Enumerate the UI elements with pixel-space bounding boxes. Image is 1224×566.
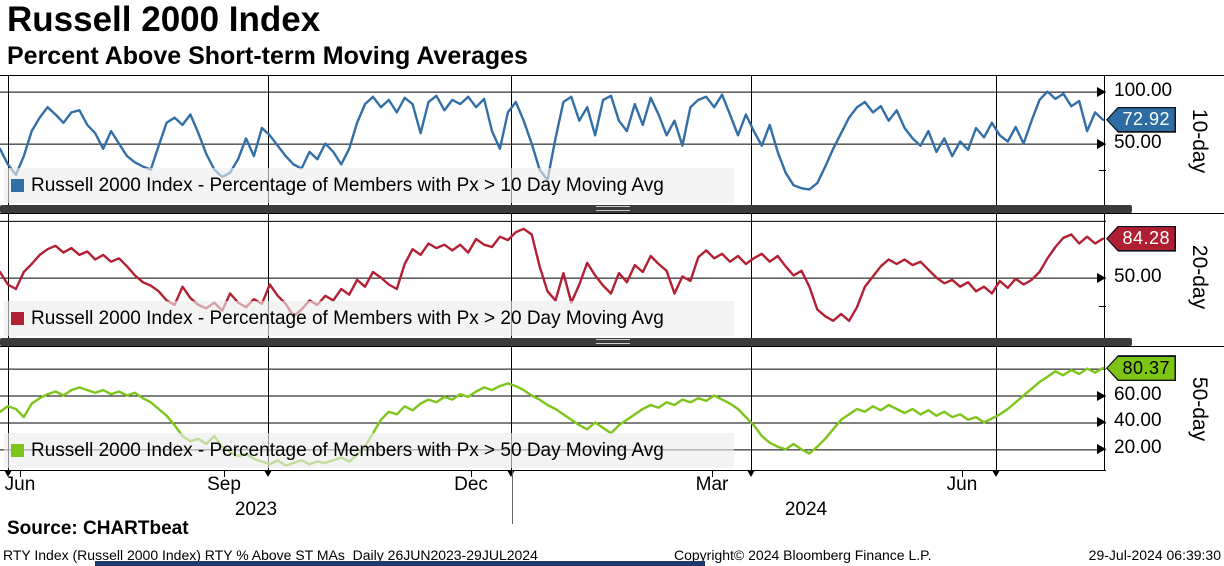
y-tick-label: 40.00: [1114, 410, 1162, 432]
page-title: Russell 2000 Index: [7, 0, 321, 39]
x-year-label: 2024: [784, 499, 828, 520]
y-minor-tick: [1099, 306, 1106, 308]
grip-icon: [596, 339, 630, 344]
panel-50-day: Russell 2000 Index - Percentage of Membe…: [0, 346, 1224, 471]
y-minor-tick: [1099, 169, 1106, 171]
x-axis-arrow-icon: [507, 470, 515, 477]
x-tick: [224, 471, 225, 477]
x-month-label: Jun: [946, 474, 978, 495]
legend-label: Russell 2000 Index - Percentage of Membe…: [31, 174, 664, 196]
y-tick-label: 100.00: [1114, 79, 1173, 101]
legend-label: Russell 2000 Index - Percentage of Membe…: [31, 439, 664, 461]
y-tick-label: 60.00: [1114, 383, 1162, 405]
source-label: Source: CHARTbeat: [7, 518, 189, 539]
panel-divider-handle[interactable]: [0, 205, 1132, 213]
legend-10-day[interactable]: Russell 2000 Index - Percentage of Membe…: [4, 168, 734, 203]
grip-icon: [596, 206, 630, 211]
last-value-badge: 84.28: [1106, 225, 1176, 252]
legend-50-day[interactable]: Russell 2000 Index - Percentage of Membe…: [4, 433, 734, 468]
pane-period-label: 50-day: [1188, 376, 1211, 442]
x-tick: [20, 471, 21, 477]
last-value-badge: 80.37: [1106, 355, 1176, 382]
footer-security-info: RTY Index (Russell 2000 Index) RTY % Abo…: [3, 547, 538, 563]
window-edge-bar: [95, 561, 705, 566]
series-line: [0, 227, 1105, 323]
x-tick: [962, 471, 963, 477]
pane-period-label: 10-day: [1188, 108, 1211, 174]
x-axis-arrow-icon: [264, 470, 272, 477]
year-separator: [512, 471, 513, 524]
y-tick-arrow-icon: [1097, 272, 1106, 283]
y-tick-label: 50.00: [1114, 265, 1162, 287]
page-subtitle: Percent Above Short-term Moving Averages: [7, 42, 528, 70]
x-month-label: Sep: [207, 474, 241, 495]
badge-fill: 72.92: [1107, 108, 1175, 132]
x-axis-arrow-icon: [747, 470, 755, 477]
y-tick-arrow-icon: [1097, 417, 1106, 428]
x-tick: [712, 471, 713, 477]
legend-swatch-icon: [11, 312, 24, 325]
footer-timestamp: 29-Jul-2024 06:39:30: [1088, 547, 1221, 563]
y-tick-arrow-icon: [1097, 390, 1106, 401]
last-value-badge: 72.92: [1106, 106, 1176, 133]
panel-10-day-plot: [0, 76, 1106, 206]
legend-swatch-icon: [11, 444, 24, 457]
x-month-label: Mar: [695, 474, 729, 495]
panel-10-day: Russell 2000 Index - Percentage of Membe…: [0, 75, 1224, 206]
series-line: [0, 90, 1105, 191]
x-axis-arrow-icon: [4, 470, 12, 477]
x-axis: Jun Sep Dec Mar Jun 2023 2024: [0, 470, 1106, 526]
badge-value: 84.28: [1122, 228, 1171, 249]
x-month-label: Dec: [454, 474, 488, 495]
footer-copyright: Copyright© 2024 Bloomberg Finance L.P.: [674, 547, 932, 563]
badge-value: 80.37: [1122, 357, 1171, 378]
y-tick-label: 20.00: [1114, 437, 1162, 459]
y-tick-arrow-icon: [1097, 444, 1106, 455]
x-month-label: Jun: [4, 474, 36, 495]
badge-fill: 84.28: [1107, 227, 1175, 251]
y-tick-arrow-icon: [1097, 138, 1106, 149]
x-tick: [471, 471, 472, 477]
panel-20-day: Russell 2000 Index - Percentage of Membe…: [0, 213, 1224, 339]
legend-label: Russell 2000 Index - Percentage of Membe…: [31, 307, 664, 329]
x-axis-arrow-icon: [992, 470, 1000, 477]
y-tick-arrow-icon: [1097, 86, 1106, 97]
y-tick-label: 50.00: [1114, 131, 1162, 153]
pane-period-label: 20-day: [1188, 244, 1211, 309]
panel-divider-handle[interactable]: [0, 338, 1132, 346]
legend-20-day[interactable]: Russell 2000 Index - Percentage of Membe…: [4, 301, 734, 336]
badge-fill: 80.37: [1107, 356, 1175, 380]
legend-swatch-icon: [11, 179, 24, 192]
badge-value: 72.92: [1122, 109, 1171, 130]
x-year-label: 2023: [234, 499, 278, 520]
